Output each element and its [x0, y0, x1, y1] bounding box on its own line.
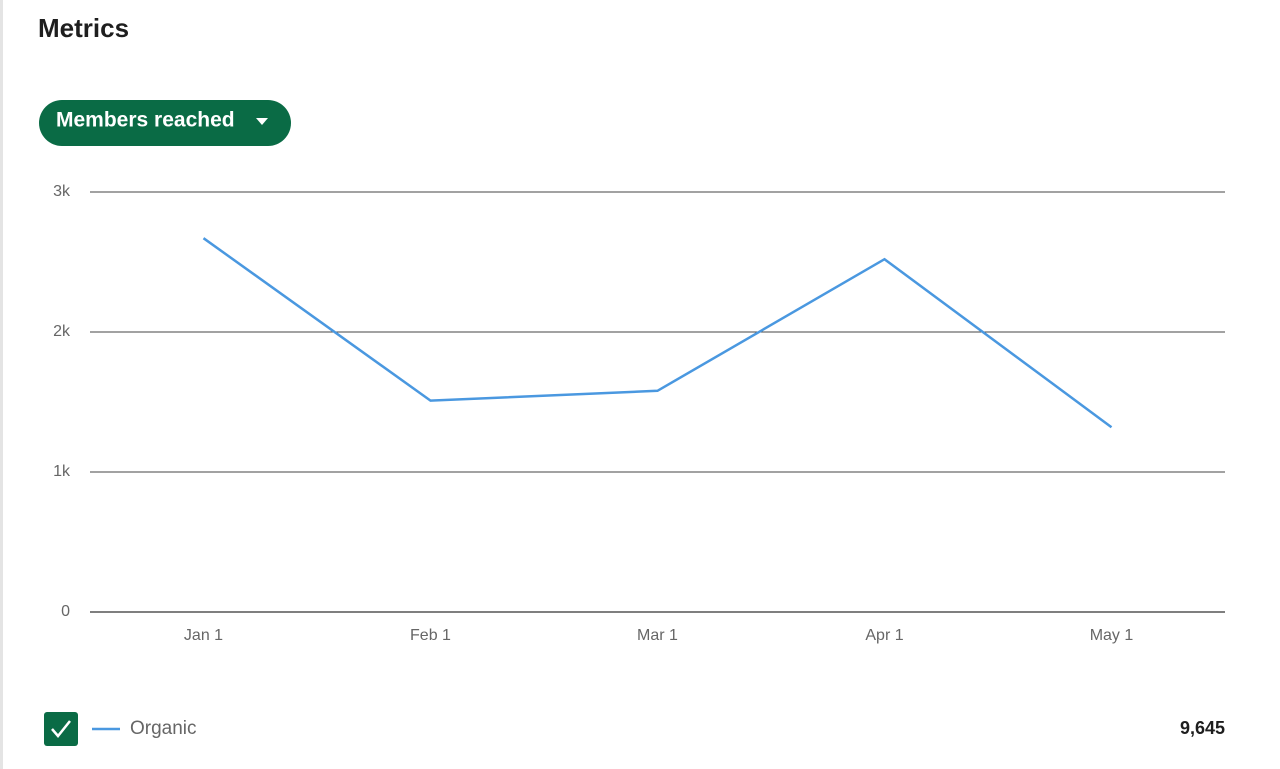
- card-title: Metrics: [38, 13, 129, 43]
- legend-checkbox[interactable]: [44, 712, 78, 746]
- x-tick-label: Jan 1: [184, 627, 223, 644]
- metric-dropdown[interactable]: Members reached: [39, 100, 291, 146]
- x-tick-label: Feb 1: [410, 627, 451, 644]
- card-edge: [0, 0, 3, 769]
- legend-label: Organic: [130, 718, 197, 739]
- series-line: [202, 237, 1113, 429]
- y-tick-label: 3k: [53, 183, 71, 200]
- x-tick-label: Apr 1: [865, 627, 903, 644]
- y-tick-label: 1k: [53, 463, 71, 480]
- y-tick-label: 0: [61, 603, 70, 620]
- x-tick-label: May 1: [1090, 627, 1134, 644]
- dropdown-button[interactable]: [39, 100, 291, 146]
- checkmark[interactable]: [51, 720, 71, 738]
- y-tick-label: 2k: [53, 323, 71, 340]
- x-tick-label: Mar 1: [637, 627, 678, 644]
- legend-total: 9,645: [1180, 718, 1225, 738]
- dropdown-caret[interactable]: [256, 118, 268, 125]
- dropdown-label[interactable]: Members reached: [56, 109, 235, 132]
- checkbox[interactable]: [44, 712, 78, 746]
